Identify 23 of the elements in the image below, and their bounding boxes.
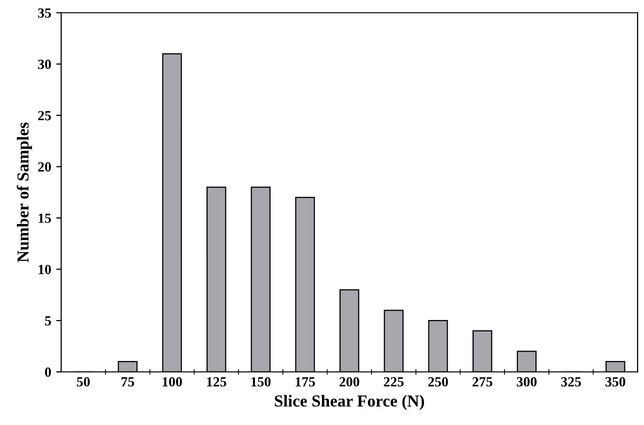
y-tick-label: 25 [38, 110, 51, 120]
x-tick-label: 325 [561, 377, 581, 387]
x-tick-label: 300 [516, 377, 537, 387]
y-tick-label: 15 [38, 214, 51, 223]
y-tick-label: 20 [38, 162, 51, 172]
x-tick-label: 50 [76, 377, 90, 387]
y-tick-label: 30 [38, 60, 51, 70]
x-tick-label: 75 [122, 377, 134, 387]
x-tick-label: 275 [472, 377, 492, 387]
x-tick-label: 250 [428, 377, 448, 387]
y-axis-title: Number of Samples [16, 122, 32, 262]
x-tick-label: 350 [606, 377, 626, 387]
y-tick-label: 0 [45, 367, 51, 377]
x-axis-title: Slice Shear Force (N) [274, 394, 424, 410]
y-tick-label: 10 [38, 264, 51, 274]
x-tick-label: 150 [251, 377, 271, 387]
x-tick-label: 100 [162, 377, 182, 387]
y-tick-label: 35 [38, 8, 51, 18]
x-tick-label: 200 [340, 377, 360, 387]
y-tick-label: 5 [45, 316, 51, 326]
x-tick-label: 125 [207, 377, 226, 387]
x-tick-label: 175 [296, 377, 315, 387]
x-tick-label: 225 [384, 377, 404, 387]
